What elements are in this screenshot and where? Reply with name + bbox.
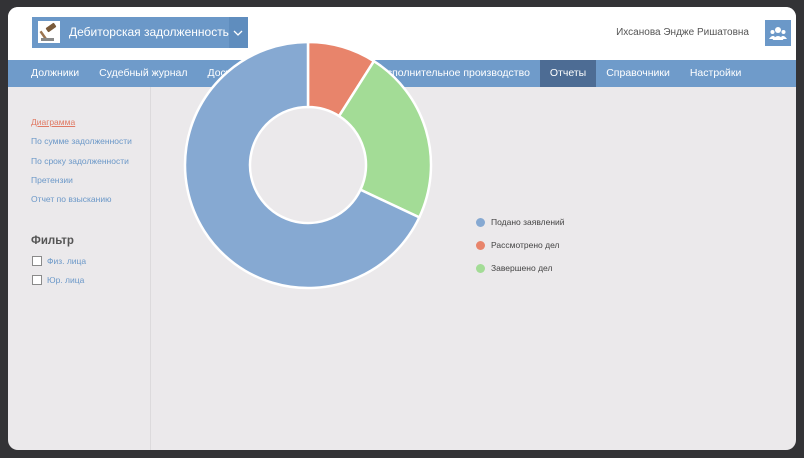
slice-submitted[interactable] xyxy=(183,40,421,290)
sidebar-link-by-term[interactable]: По сроку задолженности xyxy=(31,156,129,166)
nav-item-settings[interactable]: Настройки xyxy=(689,67,742,79)
legend-dot-submitted xyxy=(476,217,485,227)
nav-item-reports[interactable]: Отчеты xyxy=(539,60,597,87)
sidebar-link-diagram[interactable]: Диаграмма xyxy=(31,117,76,127)
main-nav: Должники Судебный журнал Досудебное дело… xyxy=(8,60,796,87)
legend-item: Завершено дел xyxy=(476,263,565,273)
chevron-down-icon[interactable] xyxy=(228,17,248,48)
legend-item: Подано заявлений xyxy=(476,217,565,227)
legend-label-completed: Завершено дел xyxy=(491,263,553,273)
app-title: Дебиторская задолженность xyxy=(69,25,229,39)
checkbox-individuals[interactable] xyxy=(32,256,42,266)
checkbox-label: Физ. лица xyxy=(47,256,87,266)
sidebar-link-claims[interactable]: Претензии xyxy=(31,175,73,185)
checkbox-label: Юр. лица xyxy=(47,275,85,285)
legend-label-reviewed: Рассмотрено дел xyxy=(491,240,560,250)
checkbox-legal-entities[interactable] xyxy=(32,275,42,285)
top-header: Дебиторская задолженность Ихсанова Эндже… xyxy=(8,7,796,60)
user-name[interactable]: Ихсанова Эндже Ришатовна xyxy=(616,27,749,38)
users-icon[interactable] xyxy=(765,20,791,46)
slice-completed[interactable] xyxy=(337,59,433,220)
gavel-icon xyxy=(38,21,60,43)
legend-label-submitted: Подано заявлений xyxy=(491,217,565,227)
nav-item-court-journal[interactable]: Судебный журнал xyxy=(99,67,188,79)
app-window: Дебиторская задолженность Ихсанова Эндже… xyxy=(8,7,796,450)
chart-legend: Подано заявлений Рассмотрено дел Заверше… xyxy=(476,217,565,286)
sidebar-link-by-amount[interactable]: По сумме задолженности xyxy=(31,136,132,146)
app-switcher[interactable]: Дебиторская задолженность xyxy=(32,17,248,48)
filter-option-legal-entities[interactable]: Юр. лица xyxy=(32,275,84,285)
legend-item: Рассмотрено дел xyxy=(476,240,565,250)
sidebar: Диаграмма По сумме задолженности По срок… xyxy=(8,87,151,450)
nav-item-references[interactable]: Справочники xyxy=(606,67,670,79)
legend-dot-completed xyxy=(476,263,485,273)
filter-option-individuals[interactable]: Физ. лица xyxy=(32,256,86,266)
nav-item-enforcement[interactable]: Исполнительное производство xyxy=(379,67,530,79)
sidebar-link-recovery-report[interactable]: Отчет по взысканию xyxy=(31,194,112,204)
nav-item-debtors[interactable]: Должники xyxy=(31,67,80,79)
filter-title: Фильтр xyxy=(31,235,74,247)
legend-dot-reviewed xyxy=(476,240,485,250)
donut-chart xyxy=(183,40,433,290)
